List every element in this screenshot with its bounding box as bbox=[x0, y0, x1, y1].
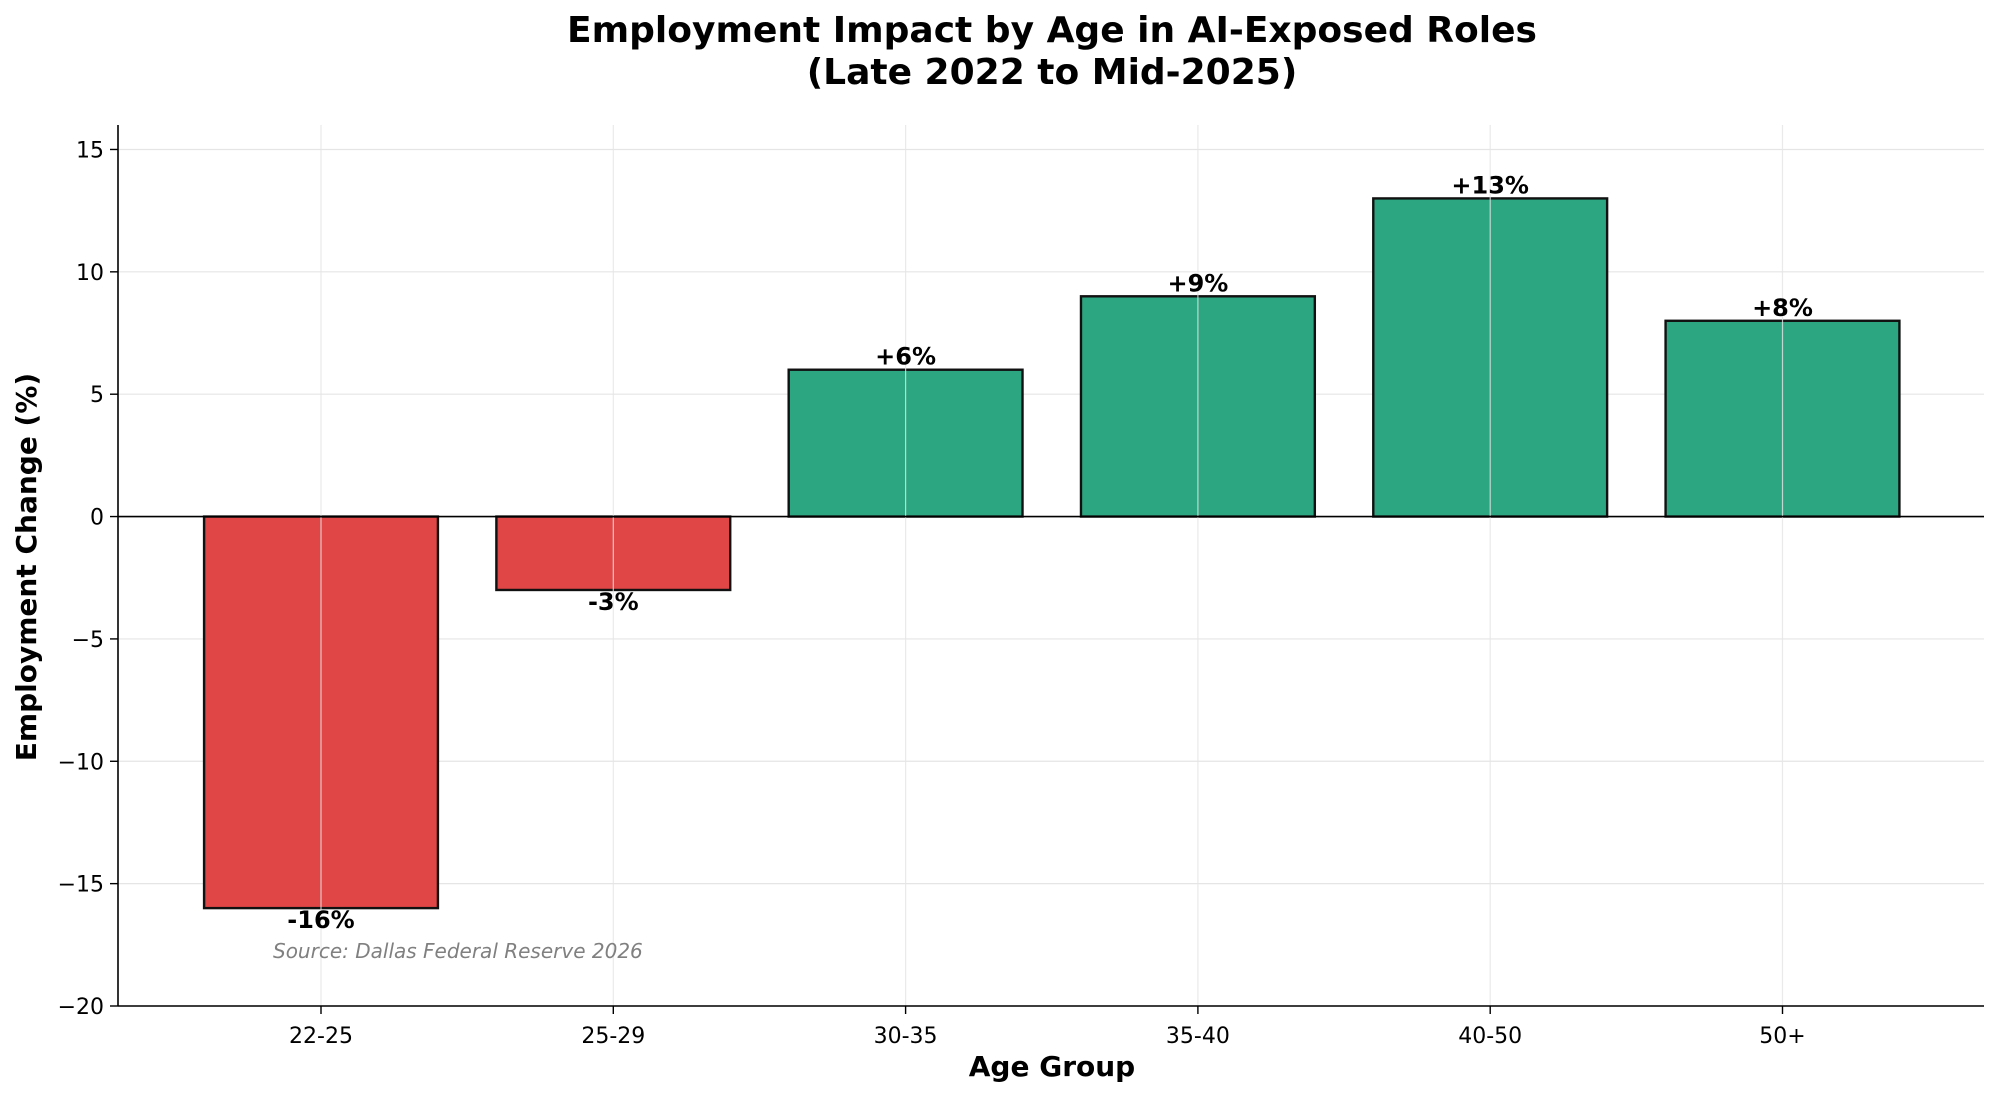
y-axis-label: Employment Change (%) bbox=[10, 373, 43, 761]
data-label-30-35: +6% bbox=[875, 343, 936, 371]
y-tick-label: 15 bbox=[76, 138, 104, 163]
x-tick-label-35-40: 35-40 bbox=[1166, 1024, 1230, 1049]
y-tick-label: 0 bbox=[90, 506, 104, 531]
y-tick-label: −5 bbox=[72, 628, 104, 653]
bars bbox=[202, 197, 1901, 910]
chart-title-line-2: (Late 2022 to Mid-2025) bbox=[807, 52, 1298, 93]
y-tick-label: −10 bbox=[58, 750, 104, 775]
x-tick-label-22-25: 22-25 bbox=[289, 1024, 353, 1049]
data-label-22-25: -16% bbox=[287, 906, 354, 934]
x-axis-label: Age Group bbox=[969, 1050, 1135, 1083]
y-tick-label: 5 bbox=[90, 383, 104, 408]
y-tick-label: 10 bbox=[76, 261, 104, 286]
x-tick-label-30-35: 30-35 bbox=[874, 1024, 938, 1049]
x-tick-label-25-29: 25-29 bbox=[581, 1024, 645, 1049]
y-tick-label: −15 bbox=[58, 873, 104, 898]
y-tick-label: −20 bbox=[58, 995, 104, 1020]
data-label-50+: +8% bbox=[1752, 294, 1813, 322]
chart-title-line-1: Employment Impact by Age in AI-Exposed R… bbox=[567, 10, 1537, 51]
axes: −20 −15 −10 −5 0 5 10 15 22-25 25-29 30-35 35-40 40-… bbox=[58, 125, 1984, 1049]
data-label-25-29: -3% bbox=[588, 588, 639, 616]
x-tick-label-40-50: 40-50 bbox=[1458, 1024, 1522, 1049]
data-label-35-40: +9% bbox=[1167, 269, 1228, 297]
source-note: Source: Dallas Federal Reserve 2026 bbox=[273, 939, 643, 963]
x-tick-label-50+: 50+ bbox=[1759, 1024, 1805, 1049]
data-labels: -16% -3% +6% +9% +13% +8% bbox=[287, 171, 1813, 934]
data-label-40-50: +13% bbox=[1451, 171, 1529, 199]
